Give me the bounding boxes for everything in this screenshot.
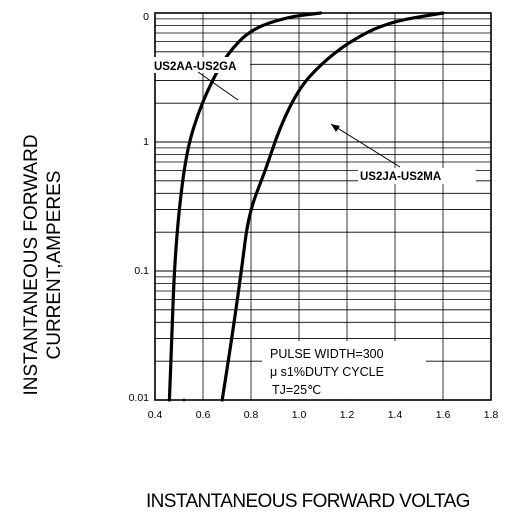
series-line xyxy=(167,11,323,402)
series-curves xyxy=(167,11,445,402)
x-axis-label: INSTANTANEOUS FORWARD VOLTAG xyxy=(146,491,470,512)
series-label-bg xyxy=(358,168,476,184)
grid-lines xyxy=(154,13,492,400)
x-tick-label: 1.0 xyxy=(292,409,307,421)
x-tick-label: 0.6 xyxy=(196,409,211,421)
tick-labels: 0.4 0.6 0.8 1.0 1.2 1.4 1.6 1.8 0 1 0.1 0.01 PULSE W… xyxy=(129,11,499,421)
annotation-line: μ s1%DUTY CYCLE xyxy=(270,365,384,379)
x-tick-label: 1.6 xyxy=(436,409,451,421)
series-label-bg xyxy=(152,57,250,73)
y-axis-label-line-1: INSTANTANEOUS FORWARD xyxy=(21,134,42,396)
y-axis-label: INSTANTANEOUS FORWARD CURRENT,AMPERES xyxy=(0,80,86,450)
annotation-box xyxy=(262,341,426,399)
x-tick-label: 0.8 xyxy=(244,409,259,421)
leader-line xyxy=(197,71,239,101)
x-tick-label: 1.2 xyxy=(340,409,355,421)
marker-dot xyxy=(182,398,186,402)
series-line xyxy=(220,11,445,402)
x-tick-label: 1.4 xyxy=(388,409,403,421)
series-labels: US2AA-US2GA US2JA-US2MA xyxy=(152,57,476,184)
y-axis-label-line-2: CURRENT,AMPERES xyxy=(44,170,65,360)
leader-arrowhead xyxy=(331,124,340,132)
annotation-line: TJ=25℃ xyxy=(272,383,321,397)
leader-line xyxy=(330,123,401,168)
annotation-line: PULSE WIDTH=300 xyxy=(270,347,384,361)
plot-frame xyxy=(154,12,492,401)
series-label: US2AA-US2GA xyxy=(154,61,236,73)
y-tick-label: 0 xyxy=(143,11,149,23)
y-tick-label: 0.1 xyxy=(134,265,149,277)
y-tick-label: 0.01 xyxy=(129,392,150,404)
x-tick-label: 0.4 xyxy=(148,409,163,421)
y-tick-label: 1 xyxy=(143,136,149,148)
series-label: US2JA-US2MA xyxy=(360,171,441,183)
x-tick-label: 1.8 xyxy=(484,409,499,421)
